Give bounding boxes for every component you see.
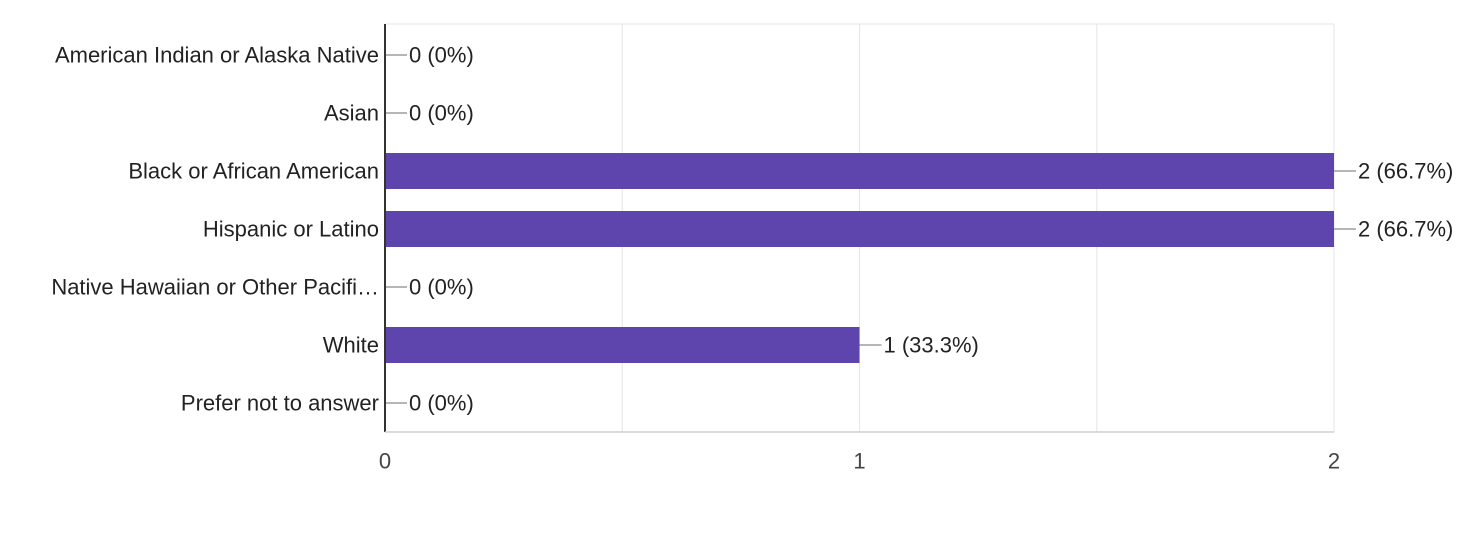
category-label: American Indian or Alaska Native (55, 43, 379, 68)
category-label: Hispanic or Latino (203, 217, 379, 242)
leader-lines (385, 54, 1356, 404)
axes (384, 24, 1334, 433)
x-tick-label: 2 (1328, 449, 1340, 474)
category-label: Black or African American (128, 159, 379, 184)
x-tick-label: 1 (853, 449, 865, 474)
bar[interactable] (385, 153, 1334, 189)
category-label: White (323, 333, 379, 358)
data-label: 0 (0%) (409, 275, 474, 300)
x-tick-label: 0 (379, 449, 391, 474)
data-labels: 0 (0%) 0 (0%) 2 (66.7%) 2 (66.7%) 0 (0%) 1 (3… (409, 43, 1453, 416)
data-label: 0 (0%) (409, 391, 474, 416)
category-labels: American Indian or Alaska Native Asian Bla… (51, 43, 379, 416)
data-label: 0 (0%) (409, 101, 474, 126)
category-label: Native Hawaiian or Other Pacifi… (51, 275, 379, 300)
data-label: 2 (66.7%) (1358, 159, 1453, 184)
data-label: 1 (33.3%) (884, 333, 979, 358)
bars (385, 153, 1334, 363)
x-tick-labels: 0 1 2 (379, 449, 1340, 474)
bar[interactable] (385, 327, 860, 363)
category-label: Asian (324, 101, 379, 126)
category-label: Prefer not to answer (181, 391, 379, 416)
bar[interactable] (385, 211, 1334, 247)
data-label: 2 (66.7%) (1358, 217, 1453, 242)
data-label: 0 (0%) (409, 43, 474, 68)
